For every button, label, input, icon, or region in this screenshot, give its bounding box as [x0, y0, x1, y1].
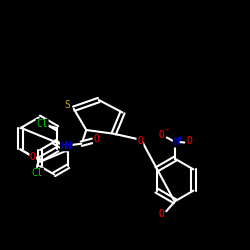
- Text: HN: HN: [60, 141, 72, 151]
- Text: O: O: [186, 136, 192, 145]
- Text: -: -: [164, 126, 169, 134]
- Text: S: S: [64, 100, 70, 110]
- Text: Cl: Cl: [36, 120, 48, 130]
- Text: O: O: [30, 152, 36, 162]
- Text: O: O: [137, 136, 143, 146]
- Text: N: N: [173, 137, 179, 147]
- Text: O: O: [158, 209, 164, 219]
- Text: Cl: Cl: [32, 168, 44, 178]
- Text: +: +: [178, 134, 182, 140]
- Text: O: O: [159, 130, 165, 140]
- Text: O: O: [93, 134, 99, 144]
